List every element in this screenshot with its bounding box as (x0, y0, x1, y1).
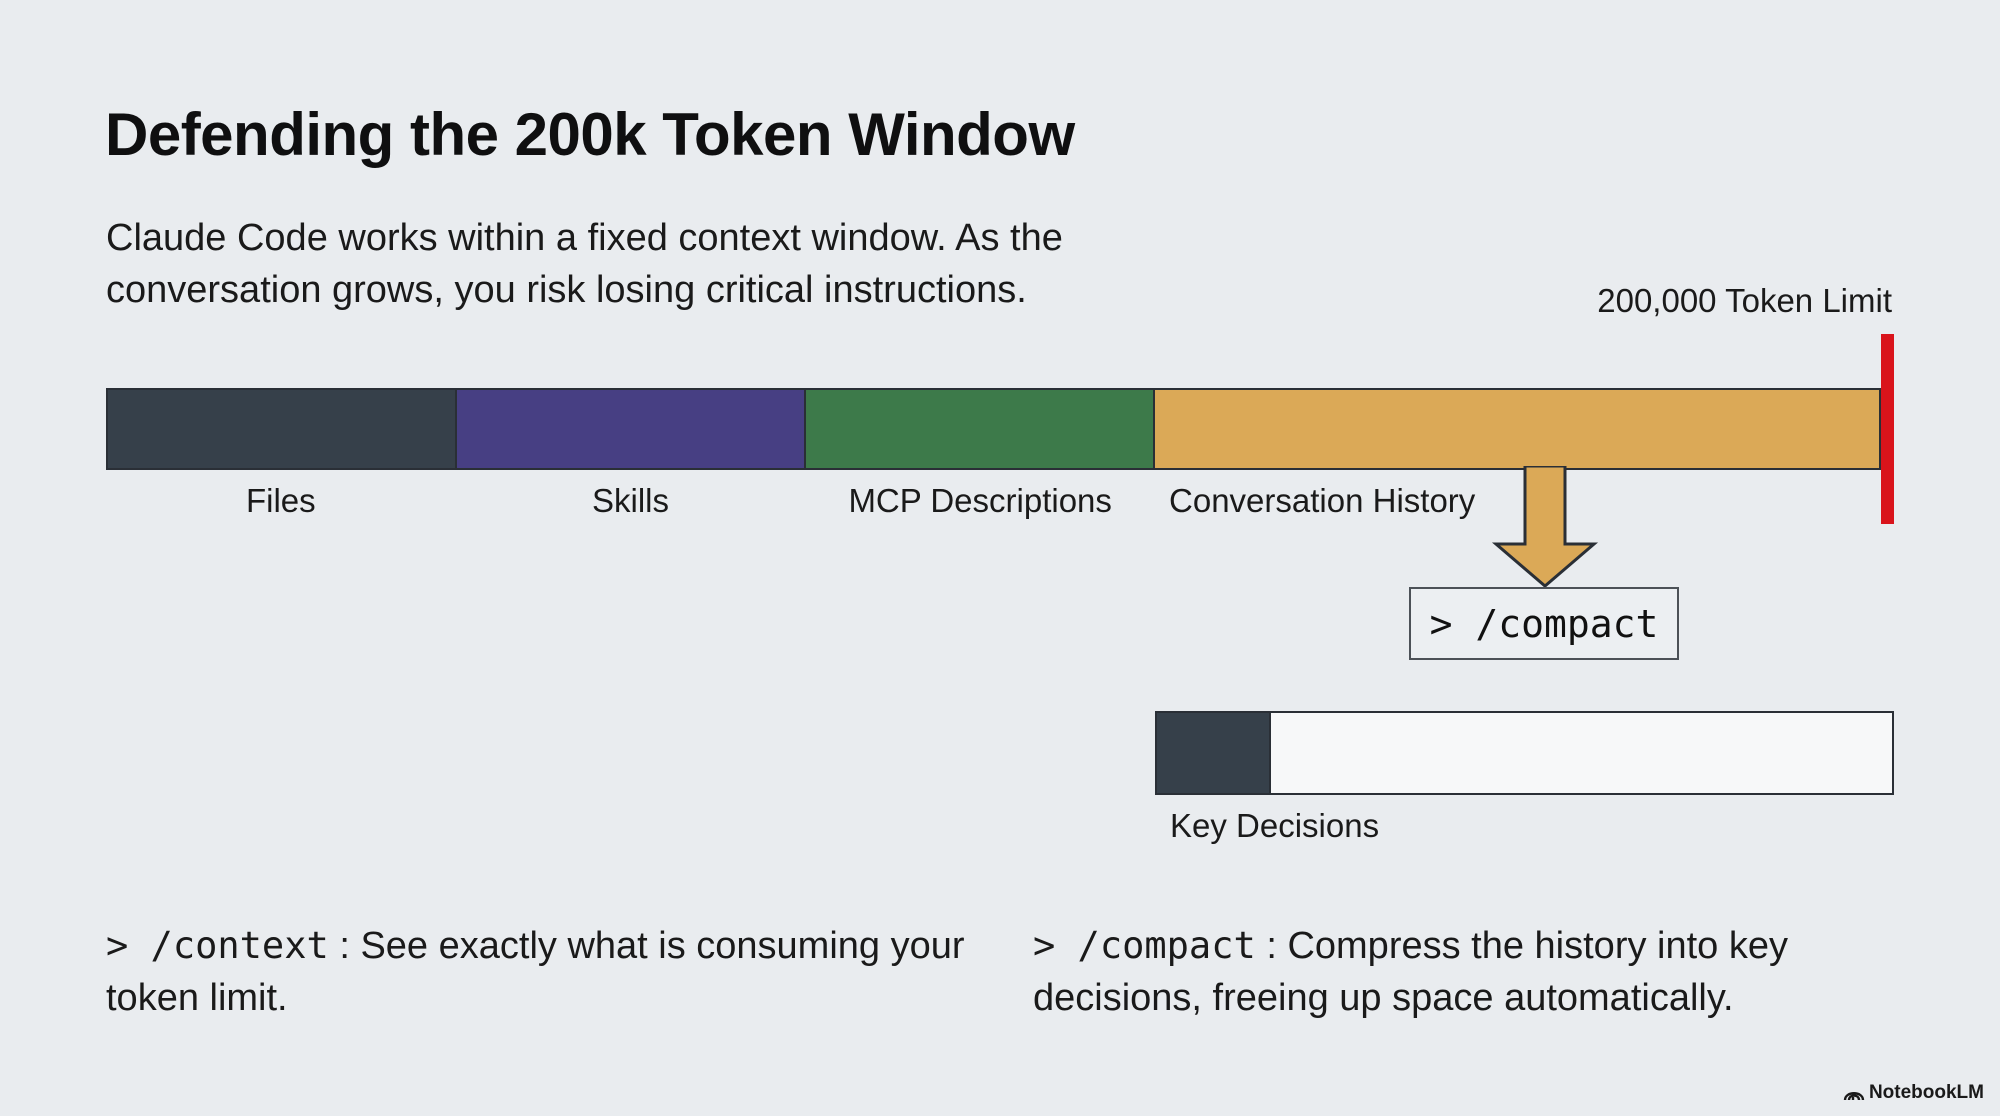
context-description: See exactly what is consuming your token… (106, 925, 965, 1019)
key-decisions-label: Key Decisions (1170, 807, 1380, 844)
context-command: > /context (106, 924, 329, 967)
compact-command-box: > /compact (1409, 587, 1679, 660)
token-limit-line (1881, 334, 1894, 524)
key-decisions-fill (1157, 713, 1271, 793)
context-separator: : (328, 925, 361, 967)
segment-files (108, 390, 457, 468)
compact-separator: : (1255, 925, 1288, 967)
compact-description: Compress the history into key decisions,… (1033, 925, 1788, 1019)
notebooklm-logo-icon (1843, 1092, 1865, 1101)
token-limit-label: 200,000 Token Limit (1597, 282, 1892, 319)
page-title: Defending the 200k Token Window (105, 101, 1075, 168)
context-command-note: > /context : See exactly what is consumi… (106, 920, 976, 1024)
compact-command: > /compact (1033, 924, 1256, 967)
compact-command-note: > /compact : Compress the history into k… (1033, 920, 1913, 1024)
segment-skills (456, 390, 806, 468)
compact-down-arrow-icon (1491, 466, 1599, 588)
subtitle: Claude Code works within a fixed context… (106, 217, 1063, 311)
segment-conversation-history (1154, 390, 1879, 468)
compacted-context-bar (1155, 711, 1894, 795)
segment-label-conversation-history: Conversation History (1169, 482, 1476, 519)
segment-label-mcp-descriptions: MCP Descriptions (848, 482, 1112, 519)
segment-label-skills: Skills (592, 482, 670, 519)
notebooklm-watermark: NotebookLM (1843, 1082, 1984, 1104)
segment-label-files: Files (245, 482, 316, 519)
brand-name: NotebookLM (1868, 1082, 1984, 1103)
segment-mcp-descriptions (805, 390, 1155, 468)
context-window-bar (106, 388, 1881, 470)
